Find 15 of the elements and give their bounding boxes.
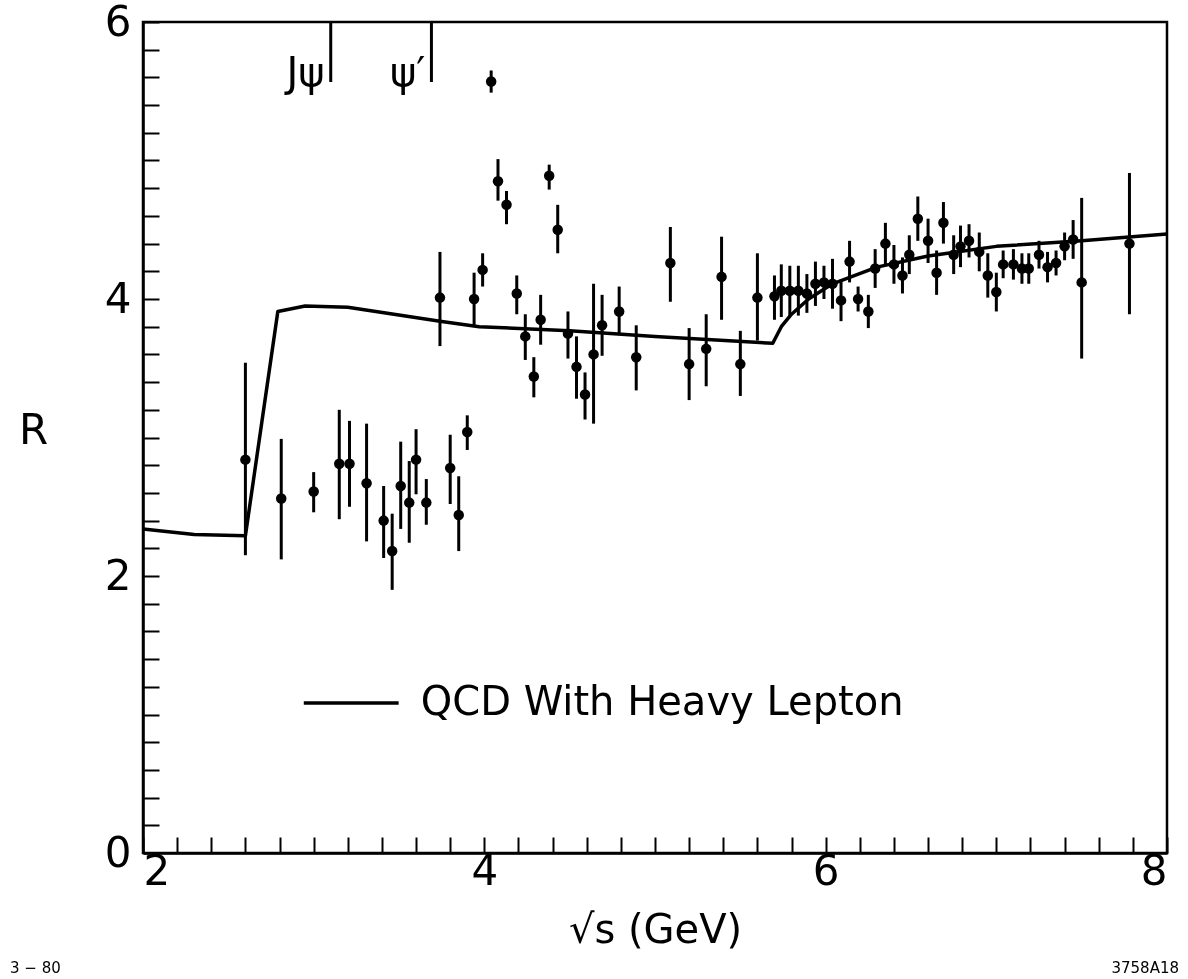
x-tick-label: 2 (143, 845, 171, 895)
x-tick-label: 8 (1140, 845, 1168, 895)
y-tick-label: 6 (104, 0, 132, 46)
ref-line-label: ψ′ (389, 49, 426, 95)
x-tick-label: 4 (471, 845, 499, 895)
x-axis-title: √s (GeV) (568, 905, 743, 952)
text: 3758A18 (1111, 959, 1179, 977)
text: 3 − 80 (10, 959, 61, 977)
y-tick-label: 0 (104, 827, 132, 877)
legend-label: QCD With Heavy Lepton (420, 678, 904, 725)
y-tick-label: 4 (104, 273, 132, 323)
y-tick-label: 2 (104, 550, 132, 600)
x-tick-label: 6 (812, 845, 840, 895)
ref-line-label: Jψ (283, 49, 325, 95)
y-axis-title: R (18, 405, 49, 454)
